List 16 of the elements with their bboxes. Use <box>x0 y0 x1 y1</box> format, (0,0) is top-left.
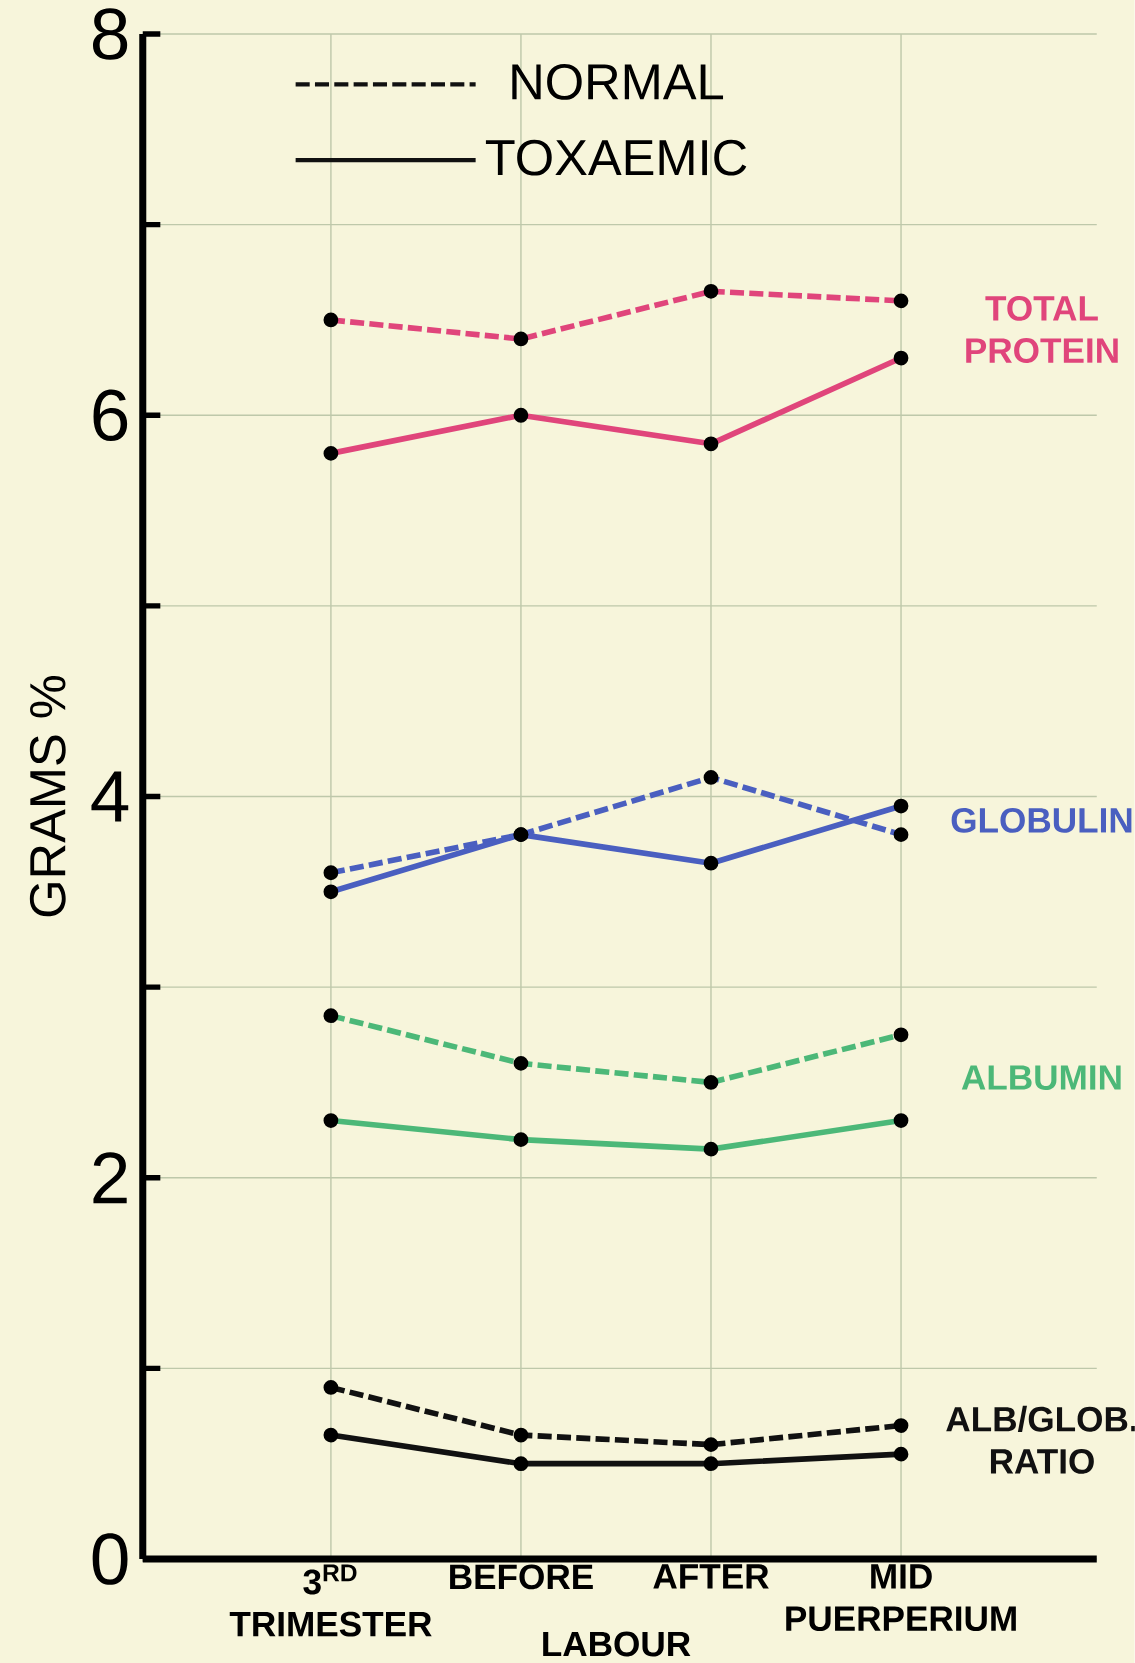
annotation: TOTAL PROTEIN <box>966 295 1118 363</box>
x-tick-label: BEFORE <box>450 1564 593 1590</box>
legend-label: NORMAL <box>512 64 724 100</box>
annotation: ALBUMIN <box>961 1065 1121 1090</box>
y-tick-label: 8 <box>93 8 128 60</box>
x-tick-label: MID PUERPERIUM <box>786 1564 1016 1632</box>
y-axis-title: GRAMS % <box>29 676 66 917</box>
x-tick-label: AFTER <box>653 1564 769 1589</box>
legend-label: TOXAEMIC <box>486 139 747 176</box>
y-tick-label: 4 <box>91 771 129 822</box>
annotation: GLOBULIN <box>951 807 1132 833</box>
y-tick-label: 2 <box>93 1152 127 1204</box>
text: LABOUR <box>543 1631 691 1657</box>
category-label: 3$^{RD}$ TRIMESTER <box>229 1564 432 1637</box>
y-tick-label: 6 <box>93 389 128 442</box>
y-tick-label: 0 <box>92 1533 128 1585</box>
